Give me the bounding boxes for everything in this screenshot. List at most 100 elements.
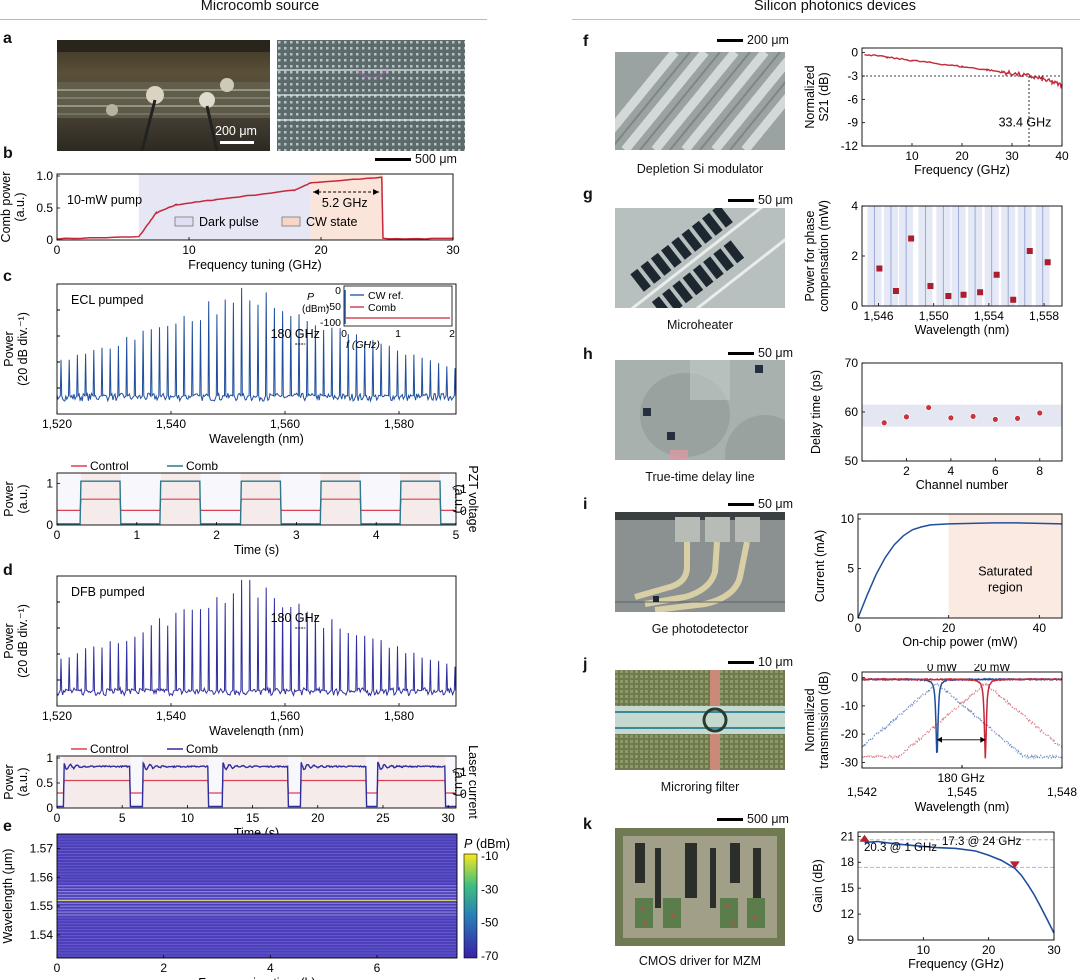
chart-c-time-legend-control: Control	[90, 459, 129, 473]
chart-h-ylabel: Delay time (ps)	[809, 370, 823, 454]
region-label: region	[988, 580, 1023, 594]
chart-c-time-xtick-label: 4	[373, 528, 380, 542]
chart-i-xlabel: On-chip power (mW)	[902, 635, 1017, 649]
drop-port-line-0	[861, 682, 1063, 760]
chart-i-frame	[857, 513, 1063, 619]
chart-c-spectrum-ylabel: Power	[2, 331, 16, 366]
chart-j-xtick-label: 1,542	[847, 785, 877, 799]
chart-c-spectrum-xtick-label: 1,540	[156, 417, 186, 431]
chart-c-spectrum-xtick-label: 1,580	[384, 417, 414, 431]
chart-j-ylabel: transmission (dB)	[817, 671, 831, 768]
chart-b-xtick-label: 20	[314, 243, 328, 257]
chart-c-spectrum-xlabel: Wavelength (nm)	[209, 432, 304, 446]
chart-e-xtick-label: 2	[160, 961, 167, 975]
chart-g-xlabel: Wavelength (nm)	[915, 323, 1010, 337]
phase-power-point	[993, 271, 1000, 278]
chart-d-spectrum-comb-line	[56, 579, 457, 697]
chart-j-xtick-label: 1,545	[947, 785, 977, 799]
phase-power-point	[1026, 248, 1033, 254]
chart-i-ytick-label: 5	[847, 561, 854, 575]
chart-j-ytick-label: -10	[841, 699, 859, 713]
caption-i: Ge photodetector	[651, 622, 749, 636]
chart-h: 2 4 6 8 50 60 70 Channel number Delay time (ps)	[809, 356, 1063, 492]
chart-d-time-comb-line	[57, 761, 456, 808]
chart-b-xtick-label: 30	[446, 243, 460, 257]
chart-h-xlabel: Channel number	[916, 478, 1008, 492]
chart-k-ytick-label: 21	[841, 829, 855, 843]
chart-e-heatmap: 0 2 4 6 1.57 1.56 1.55 1.54 Free-running time (h…	[1, 833, 510, 980]
microring-photo	[615, 670, 785, 770]
chart-d-time-ylabel: (a.u.)	[16, 767, 30, 796]
chart-c-time-ylabel: Power	[2, 481, 16, 516]
chart-i-ytick-label: 0	[847, 611, 854, 625]
annotation-1ghz: 20.3 @ 1 GHz	[864, 842, 937, 854]
colorbar-title-symbol: P	[464, 837, 473, 851]
fsr-arrow-heads	[937, 736, 986, 743]
chart-f-ytick-label: -6	[847, 92, 858, 106]
delay-point	[880, 419, 888, 427]
chart-j-ytick-label: -30	[841, 755, 859, 769]
chart-f-xlabel: Frequency (GHz)	[914, 163, 1010, 177]
scale-bar-i: 50 μm	[728, 497, 793, 511]
chart-k-ytick-label: 15	[841, 881, 855, 895]
photocurrent-line	[857, 522, 1063, 619]
chart-i-ytick-label: 10	[841, 512, 855, 526]
chart-j-xlabel: Wavelength (nm)	[915, 800, 1010, 814]
chart-d-spectrum-xtick-label: 1,560	[270, 709, 300, 723]
pump-annotation: 10-mW pump	[67, 193, 142, 207]
saturated-region-shade	[948, 514, 1062, 618]
chart-j: 180 GHz 0 mW 20 mW 1,542 1,545 1,548 0 -10 -20 -3…	[803, 664, 1077, 814]
chart-d-time-on-shade	[222, 756, 288, 808]
chart-c-spectrum-ylabel: (20 dB div.⁻¹)	[16, 312, 30, 386]
chart-d-spectrum-ylabel: (20 dB div.⁻¹)	[16, 604, 30, 678]
chart-e-xtick-label: 6	[374, 961, 381, 975]
chart-d-time-xtick-label: 10	[181, 811, 195, 825]
caption-g: Microheater	[667, 318, 733, 332]
chart-d-time-xtick-label: 30	[441, 811, 455, 825]
chart-i: 0 20 40 0 5 10 Saturated region On-chip power (m…	[813, 512, 1063, 649]
delay-point	[903, 413, 910, 421]
chart-c-time-xlabel: Time (s)	[234, 543, 279, 557]
chart-d-time-control-line	[57, 779, 456, 794]
gain-line	[864, 840, 1055, 934]
photodetector-photo	[615, 512, 785, 612]
chart-e-xtick-label: 0	[54, 961, 61, 975]
chart-h-xtick-label: 2	[903, 464, 910, 478]
inset-legend-comb: Comb	[368, 302, 396, 314]
delay-point	[1036, 409, 1044, 417]
chart-d-time-frame	[56, 755, 457, 809]
chart-c-time-xtick-label: 5	[453, 528, 460, 542]
drop-port-line-1	[861, 682, 1063, 760]
chart-b-ytick-label: 0.5	[36, 201, 53, 215]
colorbar	[463, 853, 478, 959]
saturated-label: Saturated	[978, 564, 1032, 578]
chart-k-ylabel: Gain (dB)	[811, 859, 825, 913]
chart-d-time-on-shade	[377, 756, 446, 808]
inset-xtick-label: 1	[395, 328, 401, 340]
chart-f-ytick-label: 0	[851, 46, 858, 60]
chart-f-ytick-label: -12	[841, 139, 859, 153]
chart-g: 1,546 1,550 1,554 1,558 0 2 4 Wavelength (nm) Po…	[803, 199, 1063, 337]
panel-label-e: e	[3, 818, 12, 835]
phase-power-point	[945, 293, 952, 299]
chart-c-time-xtick-label: 2	[213, 528, 220, 542]
chart-f-xtick-label: 20	[955, 149, 969, 163]
chart-d-spectrum-xtick-label: 1,580	[384, 709, 414, 723]
chart-d-time-ytick-right-label: 0	[460, 787, 467, 801]
chart-c-spectrum-title: ECL pumped	[71, 293, 144, 307]
chart-c-time-ytick-right-label: 1	[460, 482, 467, 496]
chart-i-xtick-label: 40	[1033, 621, 1047, 635]
chart-c-time-ytick-right-label: 0	[460, 504, 467, 518]
chart-k: 20.3 @ 1 GHz 17.3 @ 24 GHz 10 20 30 9 12 15 18 21…	[811, 829, 1061, 971]
chart-b-xtick-label: 0	[54, 243, 61, 257]
chart-d-time-on-shade	[63, 756, 131, 808]
inset-ytick-label: -50	[326, 301, 341, 313]
panel-label-i: i	[583, 496, 588, 513]
chart-c-time-xtick-label: 3	[293, 528, 300, 542]
chart-k-frame	[857, 831, 1055, 941]
chart-d-spectrum-ylabel: Power	[2, 623, 16, 658]
chart-h-ytick-label: 70	[845, 356, 859, 370]
legend-0mw: 0 mW	[927, 664, 957, 674]
